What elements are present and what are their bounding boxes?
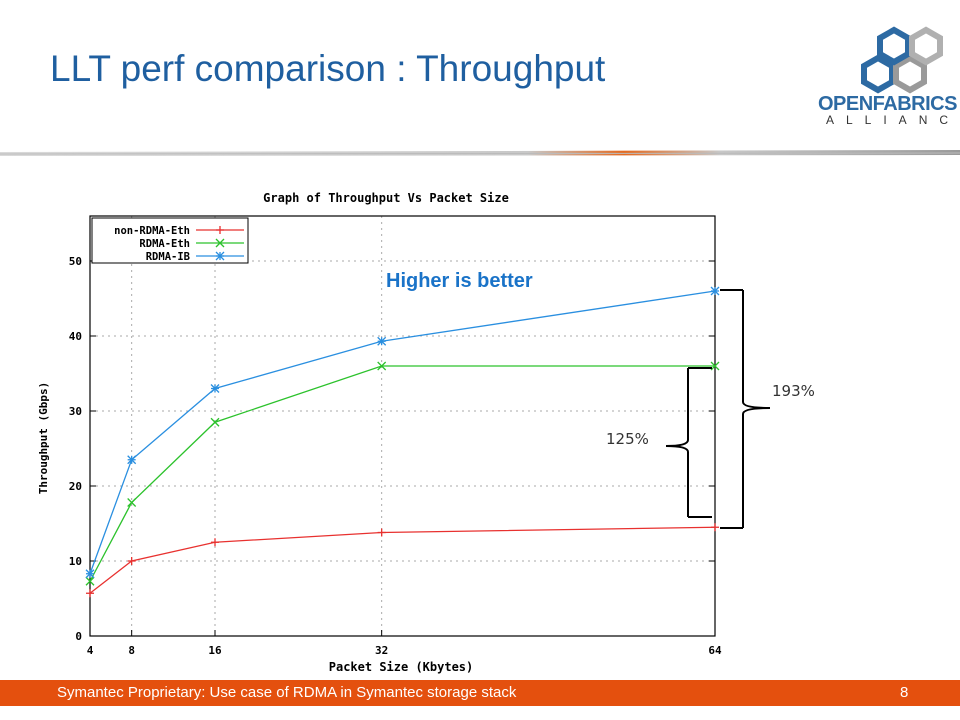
higher-is-better-label: Higher is better: [386, 270, 533, 292]
header-divider: [0, 150, 960, 156]
legend-marker: [215, 251, 225, 261]
y-tick-label: 20: [69, 480, 82, 493]
x-tick-label: 4: [87, 644, 94, 657]
pct-125-label: 125%: [606, 430, 649, 448]
data-point: [377, 336, 387, 346]
page-number: 8: [900, 684, 909, 701]
slide-title: LLT perf comparison : Throughput: [50, 48, 606, 89]
series-line-non-RDMA-Eth: [89, 526, 716, 594]
data-point: [210, 384, 220, 393]
data-point: [127, 498, 137, 507]
y-tick-label: 30: [69, 405, 82, 418]
plot-frame: [89, 215, 716, 637]
legend-marker: [215, 238, 225, 248]
data-point: [710, 286, 720, 296]
legend-label: non-RDMA-Eth: [114, 225, 190, 237]
footer-text: Symantec Proprietary: Use case of RDMA i…: [57, 684, 517, 701]
data-point: [85, 576, 95, 586]
y-axis-label: Throughput (Gbps): [37, 382, 50, 495]
legend-label: RDMA-IB: [146, 251, 190, 263]
logo-subtext: ALLIANCE: [826, 113, 960, 127]
x-axis-label: Packet Size (Kbytes): [329, 660, 474, 674]
y-tick-label: 50: [69, 255, 82, 268]
data-point: [211, 538, 219, 547]
data-point: [377, 528, 386, 537]
data-point: [86, 589, 94, 598]
x-tick-label: 64: [708, 644, 722, 657]
data-point: [710, 361, 720, 371]
brace-193: [720, 289, 771, 529]
logo-wordmark: OPENFABRICS: [818, 93, 957, 115]
x-tick-label: 8: [128, 644, 135, 657]
legend-label: RDMA-Eth: [139, 238, 190, 250]
data-point: [210, 417, 220, 427]
data-point: [85, 569, 95, 579]
legend-marker: [216, 226, 224, 234]
data-point: [711, 523, 719, 532]
y-tick-label: 10: [69, 555, 82, 568]
data-point: [127, 455, 137, 465]
openfabrics-logo-icon: [861, 26, 943, 94]
x-tick-label: 32: [375, 644, 388, 657]
chart-title: Graph of Throughput Vs Packet Size: [263, 191, 509, 205]
y-tick-label: 0: [75, 630, 82, 643]
x-tick-label: 16: [208, 644, 222, 657]
footer-bar: Symantec Proprietary: Use case of RDMA i…: [0, 680, 960, 706]
data-point: [127, 557, 136, 565]
y-tick-label: 40: [69, 330, 82, 343]
data-point: [377, 361, 387, 371]
pct-193-label: 193%: [772, 382, 815, 400]
brace-125: [665, 367, 712, 518]
